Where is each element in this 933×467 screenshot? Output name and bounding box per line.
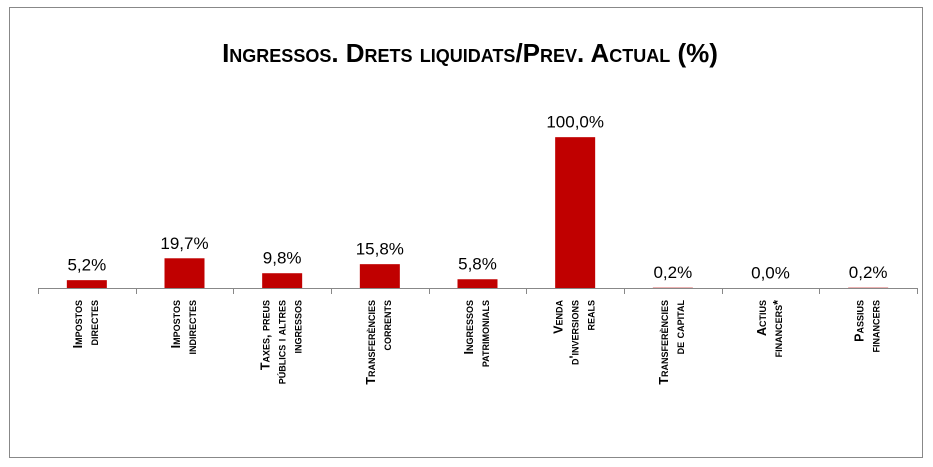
bar <box>359 264 400 288</box>
x-tick-label: indirectes <box>185 300 199 355</box>
bar <box>66 280 107 288</box>
value-label: 9,8% <box>263 249 302 268</box>
value-label: 100,0% <box>546 113 604 132</box>
x-tick-label: públics i altres <box>274 300 288 384</box>
bar <box>555 137 596 288</box>
value-label: 0,0% <box>751 263 790 282</box>
x-tick-label: Ingressos <box>462 300 476 355</box>
x-tick-label: financers <box>868 300 882 353</box>
x-tick-label: d'inversions <box>567 300 581 365</box>
value-label: 5,8% <box>458 255 497 274</box>
value-label: 0,2% <box>653 263 692 282</box>
x-tick-label: financers* <box>771 300 785 358</box>
value-label: 0,2% <box>849 263 888 282</box>
x-tick-label: Actius <box>755 300 769 336</box>
x-tick-label: Passius <box>852 300 866 342</box>
x-tick-label: de capital <box>673 300 687 355</box>
bar <box>457 279 498 288</box>
chart-border <box>9 7 923 458</box>
x-tick-label: patrimonials <box>478 300 492 367</box>
x-tick-label: corrents <box>380 300 394 351</box>
value-label: 15,8% <box>356 240 404 259</box>
value-label: 19,7% <box>160 234 208 253</box>
value-label: 5,2% <box>67 256 106 275</box>
x-tick-label: directes <box>87 300 101 346</box>
x-tick-label: reals <box>583 300 597 331</box>
bar <box>262 273 303 288</box>
x-tick-label: Transferències <box>657 300 671 385</box>
x-tick-label: ingressos <box>290 300 304 354</box>
x-tick-label: Taxes, preus <box>258 300 272 370</box>
chart-title: Ingressos. Drets liquidats/Prev. Actual … <box>222 38 718 68</box>
bar <box>164 258 205 288</box>
x-tick-label: Transferències <box>364 300 378 385</box>
x-tick-label: Impostos <box>71 300 85 348</box>
x-tick-label: Impostos <box>169 300 183 348</box>
x-tick-label: Venda <box>551 300 565 334</box>
